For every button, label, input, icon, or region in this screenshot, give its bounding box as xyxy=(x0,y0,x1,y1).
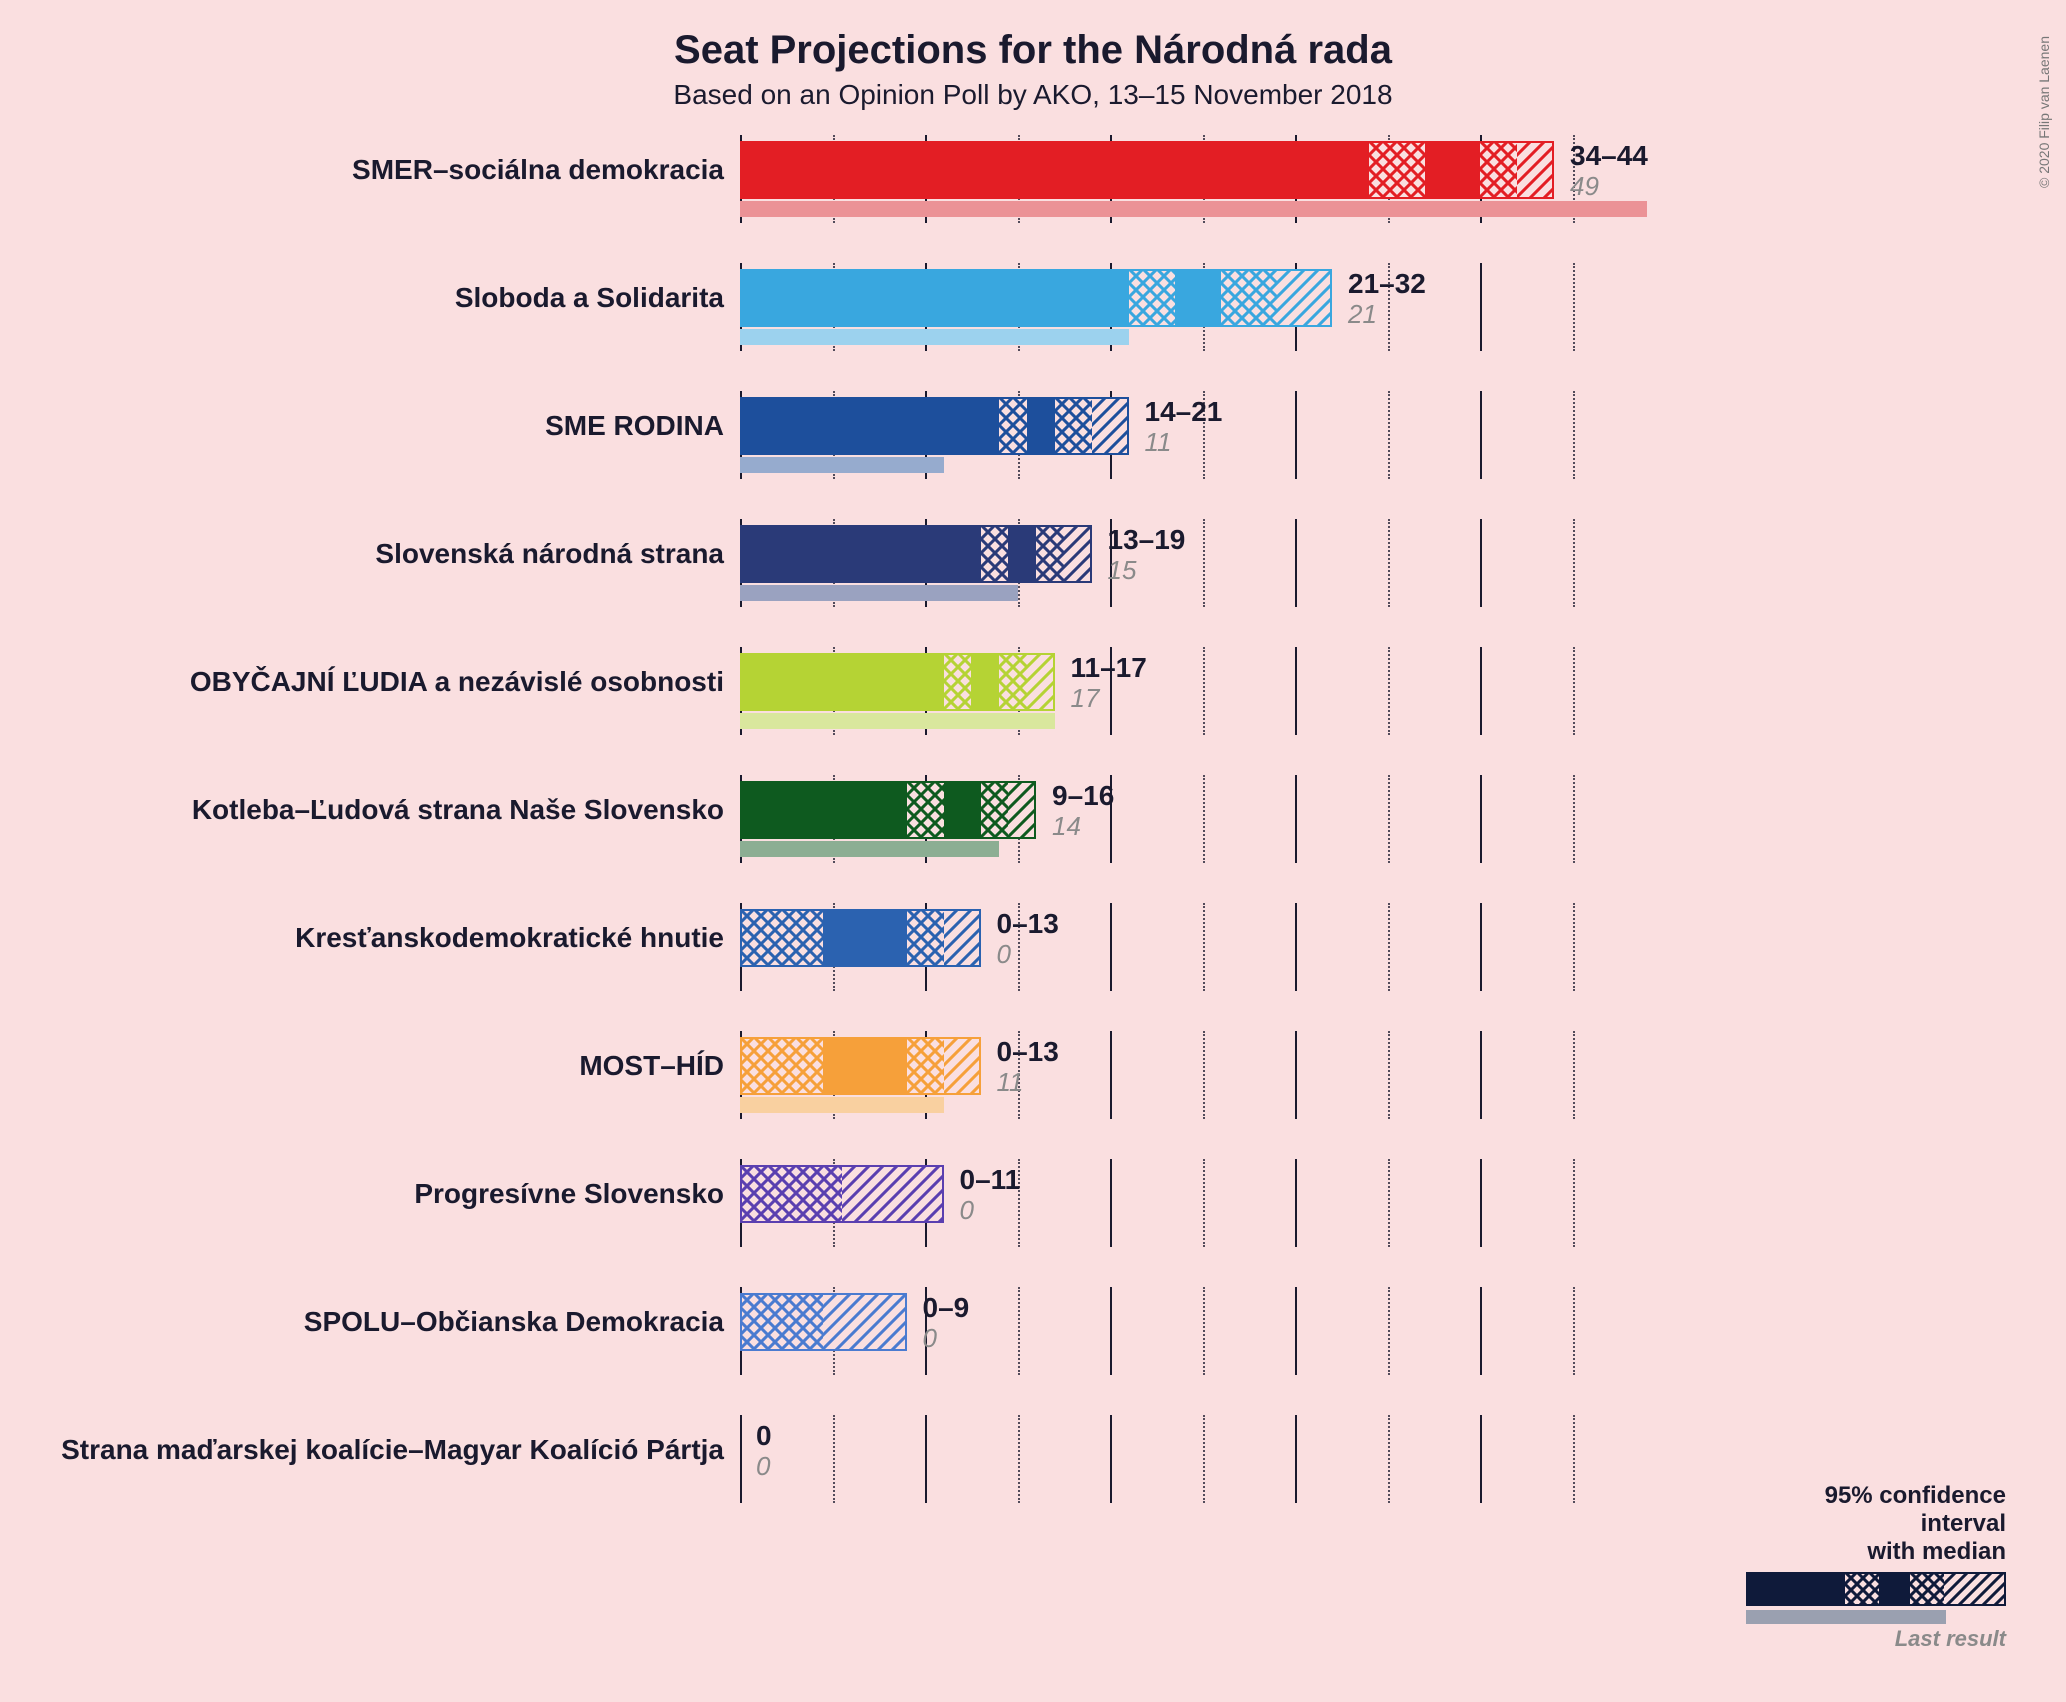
legend-prev-label: Last result xyxy=(1736,1626,2006,1652)
legend-prev-swatch xyxy=(1746,1610,1946,1624)
party-label: Progresívne Slovensko xyxy=(0,1165,740,1223)
range-label: 0–9 xyxy=(923,1293,970,1324)
range-label: 13–19 xyxy=(1108,525,1186,556)
previous-result-bar xyxy=(740,329,1129,345)
prev-label: 17 xyxy=(1071,684,1147,713)
party-row: Progresívne Slovensko0–110 xyxy=(0,1165,2066,1293)
range-label: 14–21 xyxy=(1145,397,1223,428)
bar-zone: 0–130 xyxy=(740,909,2066,967)
prev-label: 11 xyxy=(1145,428,1223,457)
prev-label: 0 xyxy=(997,940,1059,969)
previous-result-bar xyxy=(740,201,1647,217)
legend: 95% confidence intervalwith median Last r… xyxy=(1736,1482,2006,1652)
prev-label: 49 xyxy=(1570,172,1648,201)
bar-zone: 14–2111 xyxy=(740,397,2066,455)
confidence-bar xyxy=(740,1293,907,1351)
party-label: Slovenská národná strana xyxy=(0,525,740,583)
bar-zone: 00 xyxy=(740,1421,2066,1479)
prev-label: 0 xyxy=(756,1452,772,1481)
range-label: 11–17 xyxy=(1071,653,1147,684)
party-label: Kotleba–Ľudová strana Naše Slovensko xyxy=(0,781,740,839)
prev-label: 11 xyxy=(997,1068,1059,1097)
party-row: SPOLU–Občianska Demokracia0–90 xyxy=(0,1293,2066,1421)
previous-result-bar xyxy=(740,841,999,857)
chart-area: SMER–sociálna demokracia34–4449Sloboda a… xyxy=(0,141,2066,1549)
confidence-bar xyxy=(740,1165,944,1223)
previous-result-bar xyxy=(740,457,944,473)
party-row: SME RODINA14–2111 xyxy=(0,397,2066,525)
range-label: 0–13 xyxy=(997,1037,1059,1068)
bar-zone: 11–1717 xyxy=(740,653,2066,711)
party-row: Slovenská národná strana13–1915 xyxy=(0,525,2066,653)
confidence-bar xyxy=(740,909,981,967)
party-row: OBYČAJNÍ ĽUDIA a nezávislé osobnosti11–1… xyxy=(0,653,2066,781)
prev-label: 14 xyxy=(1052,812,1114,841)
confidence-bar xyxy=(740,653,1055,711)
prev-label: 15 xyxy=(1108,556,1186,585)
range-label: 34–44 xyxy=(1570,141,1648,172)
prev-label: 0 xyxy=(960,1196,1021,1225)
range-label: 21–32 xyxy=(1348,269,1426,300)
bar-zone: 0–1311 xyxy=(740,1037,2066,1095)
prev-label: 21 xyxy=(1348,300,1426,329)
party-label: OBYČAJNÍ ĽUDIA a nezávislé osobnosti xyxy=(0,653,740,711)
party-label: MOST–HÍD xyxy=(0,1037,740,1095)
bar-zone: 0–110 xyxy=(740,1165,2066,1223)
copyright: © 2020 Filip van Laenen xyxy=(2036,36,2052,188)
range-label: 0 xyxy=(756,1421,772,1452)
confidence-bar xyxy=(740,141,1554,199)
confidence-bar xyxy=(740,397,1129,455)
range-label: 0–13 xyxy=(997,909,1059,940)
legend-swatch xyxy=(1746,1572,2006,1606)
bar-zone: 13–1915 xyxy=(740,525,2066,583)
previous-result-bar xyxy=(740,585,1018,601)
party-label: Sloboda a Solidarita xyxy=(0,269,740,327)
confidence-bar xyxy=(740,269,1332,327)
party-row: Kresťanskodemokratické hnutie0–130 xyxy=(0,909,2066,1037)
party-label: SPOLU–Občianska Demokracia xyxy=(0,1293,740,1351)
bar-zone: 21–3221 xyxy=(740,269,2066,327)
bar-zone: 0–90 xyxy=(740,1293,2066,1351)
prev-label: 0 xyxy=(923,1324,970,1353)
legend-ci-label-2: with median xyxy=(1736,1538,2006,1566)
confidence-bar xyxy=(740,1037,981,1095)
party-row: Sloboda a Solidarita21–3221 xyxy=(0,269,2066,397)
confidence-bar xyxy=(740,525,1092,583)
legend-ci-label-1: 95% confidence interval xyxy=(1736,1482,2006,1538)
previous-result-bar xyxy=(740,1097,944,1113)
chart-subtitle: Based on an Opinion Poll by AKO, 13–15 N… xyxy=(0,79,2066,111)
previous-result-bar xyxy=(740,713,1055,729)
party-label: Strana maďarskej koalície–Magyar Koalíci… xyxy=(0,1421,740,1479)
confidence-bar xyxy=(740,781,1036,839)
chart-title: Seat Projections for the Národná rada xyxy=(0,28,2066,73)
party-label: Kresťanskodemokratické hnutie xyxy=(0,909,740,967)
range-label: 0–11 xyxy=(960,1165,1021,1196)
range-label: 9–16 xyxy=(1052,781,1114,812)
bar-zone: 34–4449 xyxy=(740,141,2066,199)
party-row: SMER–sociálna demokracia34–4449 xyxy=(0,141,2066,269)
party-label: SME RODINA xyxy=(0,397,740,455)
party-row: Kotleba–Ľudová strana Naše Slovensko9–16… xyxy=(0,781,2066,909)
party-label: SMER–sociálna demokracia xyxy=(0,141,740,199)
bar-zone: 9–1614 xyxy=(740,781,2066,839)
party-row: MOST–HÍD0–1311 xyxy=(0,1037,2066,1165)
